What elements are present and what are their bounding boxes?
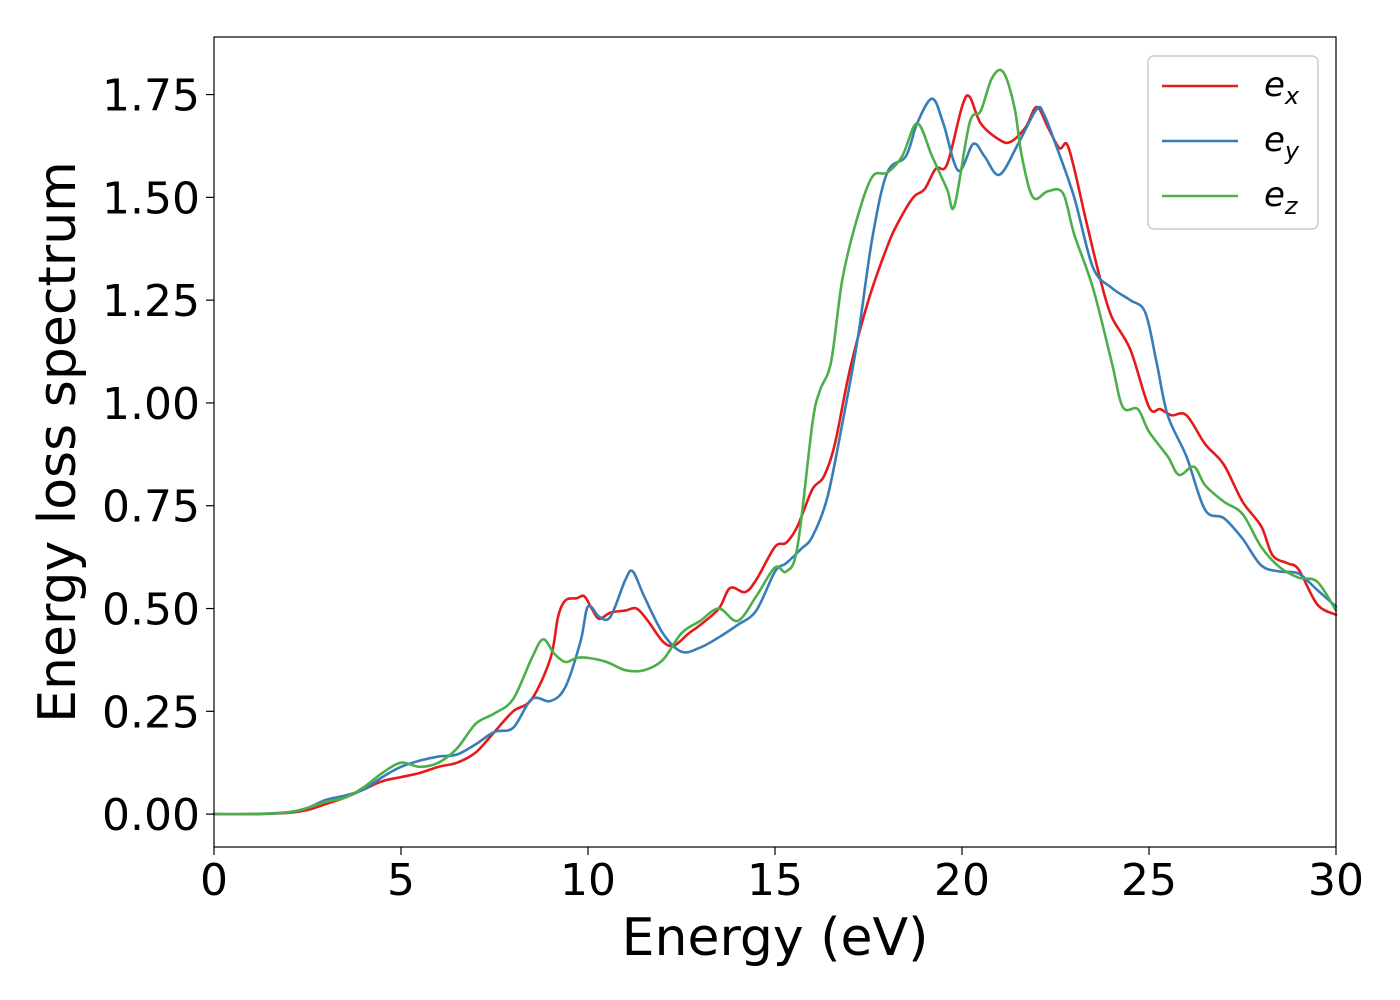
x-tick-label: 25: [1121, 855, 1177, 906]
x-tick-label: 5: [387, 855, 415, 906]
x-tick-label: 30: [1308, 855, 1364, 906]
series-lines: [212, 68, 1338, 816]
y-tick-label: 0.00: [102, 790, 200, 841]
y-axis-label: Energy loss spectrum: [28, 161, 88, 723]
legend-label-z: ez: [1264, 175, 1299, 220]
x-tick-label: 10: [560, 855, 616, 906]
x-tick-label: 0: [200, 855, 228, 906]
legend: ex ey ez: [1147, 55, 1319, 230]
y-tick-label: 1.75: [102, 71, 200, 122]
y-tick-label: 0.75: [102, 482, 200, 533]
series-line-z: [212, 68, 1338, 816]
x-axis-label: Energy (eV): [622, 908, 929, 968]
legend-label-y: ey: [1264, 120, 1300, 165]
legend-label-x: ex: [1264, 65, 1300, 110]
y-tick-label: 1.00: [102, 379, 200, 430]
y-tick-label: 1.25: [102, 276, 200, 327]
series-line-y: [212, 97, 1338, 816]
x-tick-label: 20: [934, 855, 990, 906]
series-line-x: [212, 94, 1338, 816]
legend-box: [1147, 55, 1319, 230]
y-tick-label: 0.25: [102, 687, 200, 738]
axis-ticks: 0 5 10 15 20 25 30 0.00 0.25 0.50 0.75 1.00 1.25 1.50…: [102, 71, 1364, 906]
y-tick-label: 1.50: [102, 173, 200, 224]
y-tick-label: 0.50: [102, 585, 200, 636]
x-tick-label: 15: [747, 855, 803, 906]
